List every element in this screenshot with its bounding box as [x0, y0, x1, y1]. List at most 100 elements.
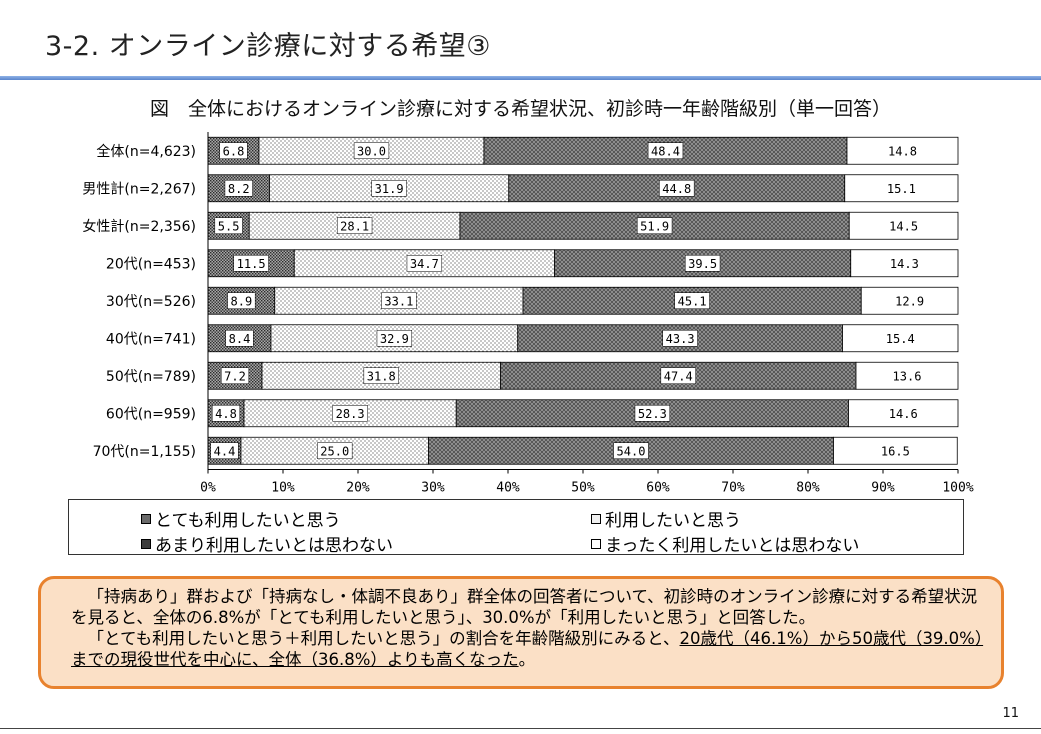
data-label-bg — [224, 180, 253, 197]
data-label: 39.5 — [688, 257, 717, 271]
data-label: 32.9 — [380, 332, 409, 346]
legend-label: まったく利用したいとは思わない — [605, 536, 860, 556]
legend-swatch-light-dots — [591, 513, 601, 524]
data-label-bg — [211, 405, 241, 422]
legend-item-very-want: とても利用したいと思う — [141, 506, 341, 531]
data-label: 8.2 — [228, 182, 250, 196]
category-label: 40代(n=741) — [106, 331, 196, 347]
data-label-bg — [371, 180, 407, 197]
category-label: 男性計(n=2,267) — [82, 181, 196, 197]
data-label: 14.8 — [888, 144, 917, 158]
data-label: 43.3 — [666, 332, 695, 346]
data-label: 15.1 — [887, 182, 916, 196]
data-label-bg — [376, 330, 413, 347]
data-label-bg — [647, 142, 684, 159]
data-label: 51.9 — [640, 219, 669, 233]
summary-paragraph-2: 「とても利用したいと思う＋利用したいと思う」の割合を年齢階級別にみると、20歳代… — [71, 628, 987, 670]
bar-segment — [844, 174, 959, 203]
data-label: 11.5 — [237, 257, 266, 271]
legend-label: 利用したいと思う — [605, 511, 741, 531]
data-label-bg — [660, 367, 696, 384]
data-label: 28.1 — [340, 219, 369, 233]
bar-segment — [846, 136, 959, 165]
data-label-bg — [381, 292, 417, 309]
category-label: 30代(n=526) — [106, 294, 196, 310]
data-label-bg — [225, 330, 254, 347]
data-label-bg — [210, 442, 239, 459]
bar-segment — [850, 249, 959, 278]
category-label: 50代(n=789) — [106, 369, 196, 385]
data-label: 47.4 — [664, 369, 693, 383]
stacked-bar-chart: 全体(n=4,623) 6.8 30.0 48.4 14.8 男性計(n=2,267) 8.… — [82, 132, 974, 496]
data-label: 54.0 — [617, 444, 646, 458]
legend-item-want: 利用したいと思う — [591, 506, 741, 531]
x-tick-label: 80% — [796, 481, 820, 496]
data-label-bg — [332, 405, 368, 422]
data-label-bg — [317, 442, 353, 459]
page-title: 3-2. オンライン診療に対する希望③ — [45, 31, 491, 62]
summary-text: 「とても利用したいと思う＋利用したいと思う」の割合を年齢階級別にみると、 — [87, 629, 680, 648]
data-label-bg — [219, 142, 248, 159]
x-tick-label: 10% — [271, 481, 295, 496]
data-label: 7.2 — [224, 369, 246, 383]
data-label: 25.0 — [320, 444, 349, 458]
legend-item-not-at-all: まったく利用したいとは思わない — [591, 531, 859, 556]
bar-segment — [855, 361, 959, 390]
x-tick-label: 40% — [496, 481, 520, 496]
data-label: 12.9 — [895, 294, 924, 308]
data-label-bg — [684, 255, 721, 272]
data-label-bg — [336, 217, 373, 234]
legend-item-not-much: あまり利用したいとは思わない — [141, 531, 393, 556]
category-label: 70代(n=1,155) — [93, 444, 196, 460]
data-label-bg — [363, 367, 399, 384]
category-label: 全体(n=4,623) — [96, 143, 196, 160]
category-label: 20代(n=453) — [106, 256, 196, 272]
data-label-bg — [233, 255, 269, 272]
data-label-bg — [406, 255, 443, 272]
summary-text-end: 。 — [518, 650, 536, 669]
data-label: 30.0 — [357, 144, 386, 158]
footer-rule — [0, 728, 1041, 729]
chart-legend: とても利用したいと思う 利用したいと思う あまり利用したいとは思わない まったく… — [68, 499, 964, 556]
bar-segment — [860, 286, 959, 315]
data-label: 8.4 — [229, 332, 251, 346]
data-label-bg — [613, 442, 649, 459]
data-label: 13.6 — [893, 369, 922, 383]
category-label: 60代(n=959) — [106, 406, 196, 422]
summary-paragraph-1: 「持病あり」群および「持病なし・体調不良あり」群全体の回答者について、初診時のオ… — [71, 587, 978, 627]
bar-segment — [848, 211, 959, 240]
bar-segment — [842, 324, 959, 353]
data-label: 45.1 — [678, 294, 707, 308]
data-label: 14.3 — [890, 257, 919, 271]
legend-swatch-crosshatch — [141, 538, 151, 549]
data-label-bg — [227, 292, 256, 309]
bar-segment — [848, 399, 959, 428]
data-label-bg — [353, 142, 390, 159]
summary-callout: 「持病あり」群および「持病なし・体調不良あり」群全体の回答者について、初診時のオ… — [38, 576, 1004, 689]
data-label: 31.8 — [367, 369, 396, 383]
data-label: 48.4 — [651, 144, 680, 158]
data-label-bg — [674, 292, 710, 309]
legend-swatch-dark-dots — [141, 513, 151, 524]
data-label: 4.4 — [214, 444, 236, 458]
page-number: 11 — [1002, 706, 1019, 721]
data-label: 16.5 — [881, 444, 910, 458]
x-tick-label: 20% — [346, 481, 370, 496]
data-label: 34.7 — [410, 257, 439, 271]
data-label: 5.5 — [218, 219, 240, 233]
x-tick-label: 70% — [721, 481, 745, 496]
legend-swatch-white — [591, 538, 601, 549]
bar-segment — [833, 436, 958, 465]
chart-title: 図 全体におけるオンライン診療に対する希望状況、初診時一年齢階級別（単一回答） — [149, 98, 891, 120]
x-tick-label: 60% — [646, 481, 670, 496]
data-label-bg — [220, 367, 250, 384]
category-label: 女性計(n=2,356) — [82, 218, 196, 235]
data-label: 8.9 — [231, 294, 253, 308]
data-label: 6.8 — [223, 144, 245, 158]
data-label-bg — [634, 405, 671, 422]
data-label: 14.5 — [889, 219, 918, 233]
data-label-bg — [636, 217, 673, 234]
data-label: 4.8 — [215, 407, 237, 421]
data-label: 44.8 — [662, 182, 691, 196]
data-label: 14.6 — [889, 407, 918, 421]
